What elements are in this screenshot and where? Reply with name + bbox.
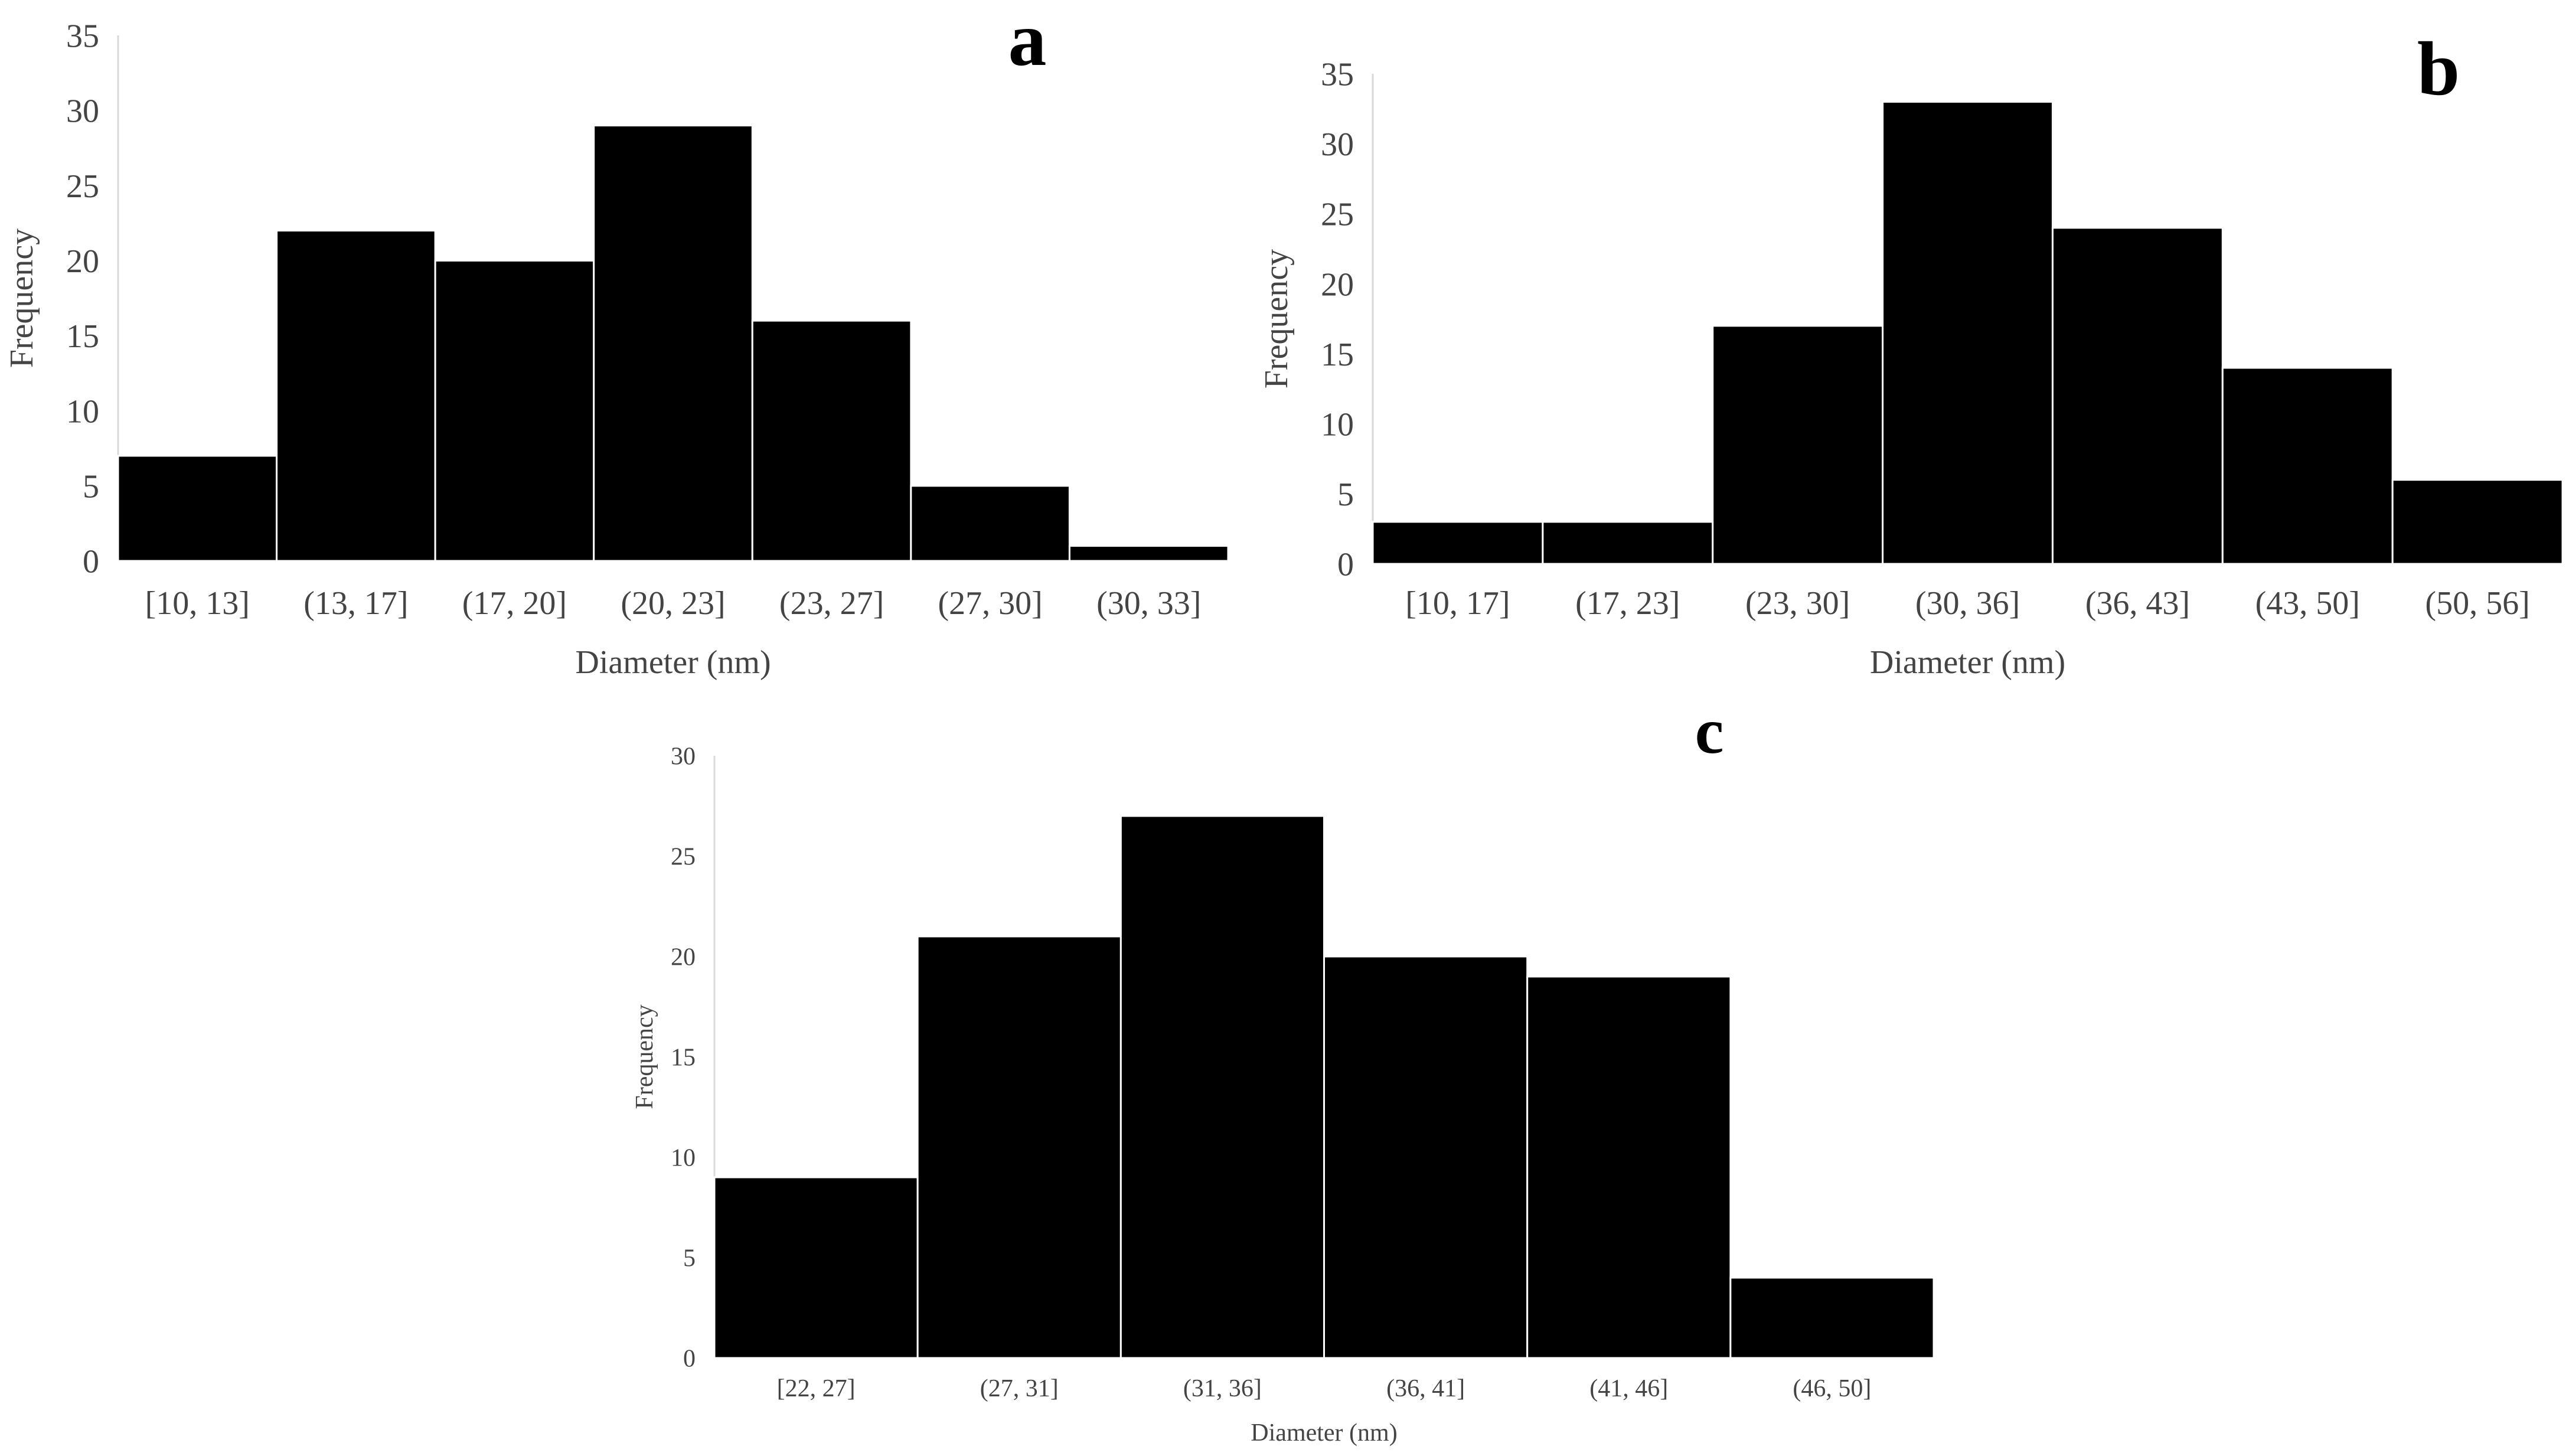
x-category-label: (46, 50] xyxy=(1793,1375,1871,1402)
panel-letter: a xyxy=(1008,0,1047,82)
y-tick-label: 10 xyxy=(671,1145,696,1172)
histogram-bar xyxy=(593,125,753,562)
x-category-label: (23, 30] xyxy=(1745,585,1850,622)
y-tick-label: 10 xyxy=(1321,406,1354,443)
y-tick-label: 35 xyxy=(66,18,99,55)
x-category-label: (17, 23] xyxy=(1575,585,1680,622)
histogram-bar xyxy=(1068,545,1229,562)
y-axis-title: Frequency xyxy=(4,228,40,368)
x-category-label: (36, 41] xyxy=(1386,1375,1465,1402)
histogram-bar xyxy=(2221,367,2394,565)
histogram-bar xyxy=(916,935,1122,1359)
y-tick-label: 15 xyxy=(1321,337,1354,373)
x-category-label: (27, 30] xyxy=(938,585,1042,622)
y-tick-label: 0 xyxy=(1337,547,1354,583)
x-category-label: (30, 33] xyxy=(1096,585,1201,622)
y-tick-label: 5 xyxy=(1337,476,1354,513)
y-tick-label: 5 xyxy=(83,468,99,505)
x-category-label: (27, 31] xyxy=(980,1375,1059,1402)
x-category-label: (23, 27] xyxy=(779,585,884,622)
y-tick-label: 25 xyxy=(671,844,696,871)
y-tick-label: 30 xyxy=(1321,126,1354,163)
y-tick-label: 20 xyxy=(1321,266,1354,303)
panel-letter: b xyxy=(2417,27,2460,112)
x-category-label: (50, 56] xyxy=(2425,585,2529,622)
y-tick-label: 35 xyxy=(1321,57,1354,93)
x-category-label: (20, 23] xyxy=(621,585,725,622)
y-tick-label: 15 xyxy=(66,318,99,355)
histogram-bar xyxy=(117,455,278,562)
y-tick-label: 0 xyxy=(83,544,99,580)
histogram-bar xyxy=(1372,521,1544,565)
x-category-label: [10, 17] xyxy=(1405,585,1510,622)
chart-panel-b: 0 5 10 15 20 25 30 35 [10, 17] (17, 23] (23, 30] (3… xyxy=(1258,27,2564,681)
y-tick-label: 20 xyxy=(671,944,696,971)
histogram-bar xyxy=(1323,955,1529,1359)
y-tick-label: 30 xyxy=(671,743,696,771)
chart-panel-a: 0 5 10 15 20 25 30 35 [10, 13] (13, 17] (17, 20] (2… xyxy=(4,0,1229,681)
histogram-bar xyxy=(1712,325,1884,565)
histogram-bar xyxy=(1119,815,1326,1359)
histogram-bar xyxy=(434,259,595,562)
y-tick-label: 0 xyxy=(683,1346,696,1373)
histogram-bar xyxy=(910,485,1070,562)
x-category-label: (41, 46] xyxy=(1589,1375,1668,1402)
x-category-label: (13, 17] xyxy=(303,585,408,622)
y-tick-label: 30 xyxy=(66,93,99,130)
y-tick-label: 15 xyxy=(671,1044,696,1072)
histogram-bar xyxy=(1526,975,1732,1359)
histogram-bar xyxy=(2391,479,2564,565)
y-axis-title: Frequency xyxy=(631,1004,658,1109)
x-axis-title: Diameter (nm) xyxy=(1870,644,2065,681)
histogram-bar xyxy=(1882,100,2054,565)
histogram-bar xyxy=(1729,1277,1935,1359)
histogram-bar xyxy=(751,319,912,562)
y-tick-label: 25 xyxy=(66,168,99,205)
histogram-bar xyxy=(713,1176,919,1359)
y-tick-label: 20 xyxy=(66,243,99,280)
x-axis-title: Diameter (nm) xyxy=(575,644,771,681)
x-category-label: (17, 20] xyxy=(462,585,567,622)
x-category-label: (30, 36] xyxy=(1915,585,2020,622)
y-axis-title: Frequency xyxy=(1258,249,1295,389)
x-axis-title: Diameter (nm) xyxy=(1251,1419,1397,1447)
y-tick-label: 10 xyxy=(66,393,99,430)
y-tick-label: 5 xyxy=(683,1245,696,1272)
y-tick-label: 25 xyxy=(1321,197,1354,233)
histogram-bar xyxy=(1542,521,1714,565)
x-category-label: (36, 43] xyxy=(2085,585,2190,622)
x-category-label: [22, 27] xyxy=(777,1375,856,1402)
histogram-bar xyxy=(276,230,436,562)
x-category-label: (43, 50] xyxy=(2255,585,2360,622)
panel-letter: c xyxy=(1695,695,1724,767)
x-category-label: [10, 13] xyxy=(145,585,250,622)
x-category-label: (31, 36] xyxy=(1183,1375,1262,1402)
chart-panel-c: 0 5 10 15 20 25 30 [22, 27] (27, 31] (31, 36] (36,… xyxy=(631,695,1935,1447)
histogram-bar xyxy=(2051,227,2224,565)
